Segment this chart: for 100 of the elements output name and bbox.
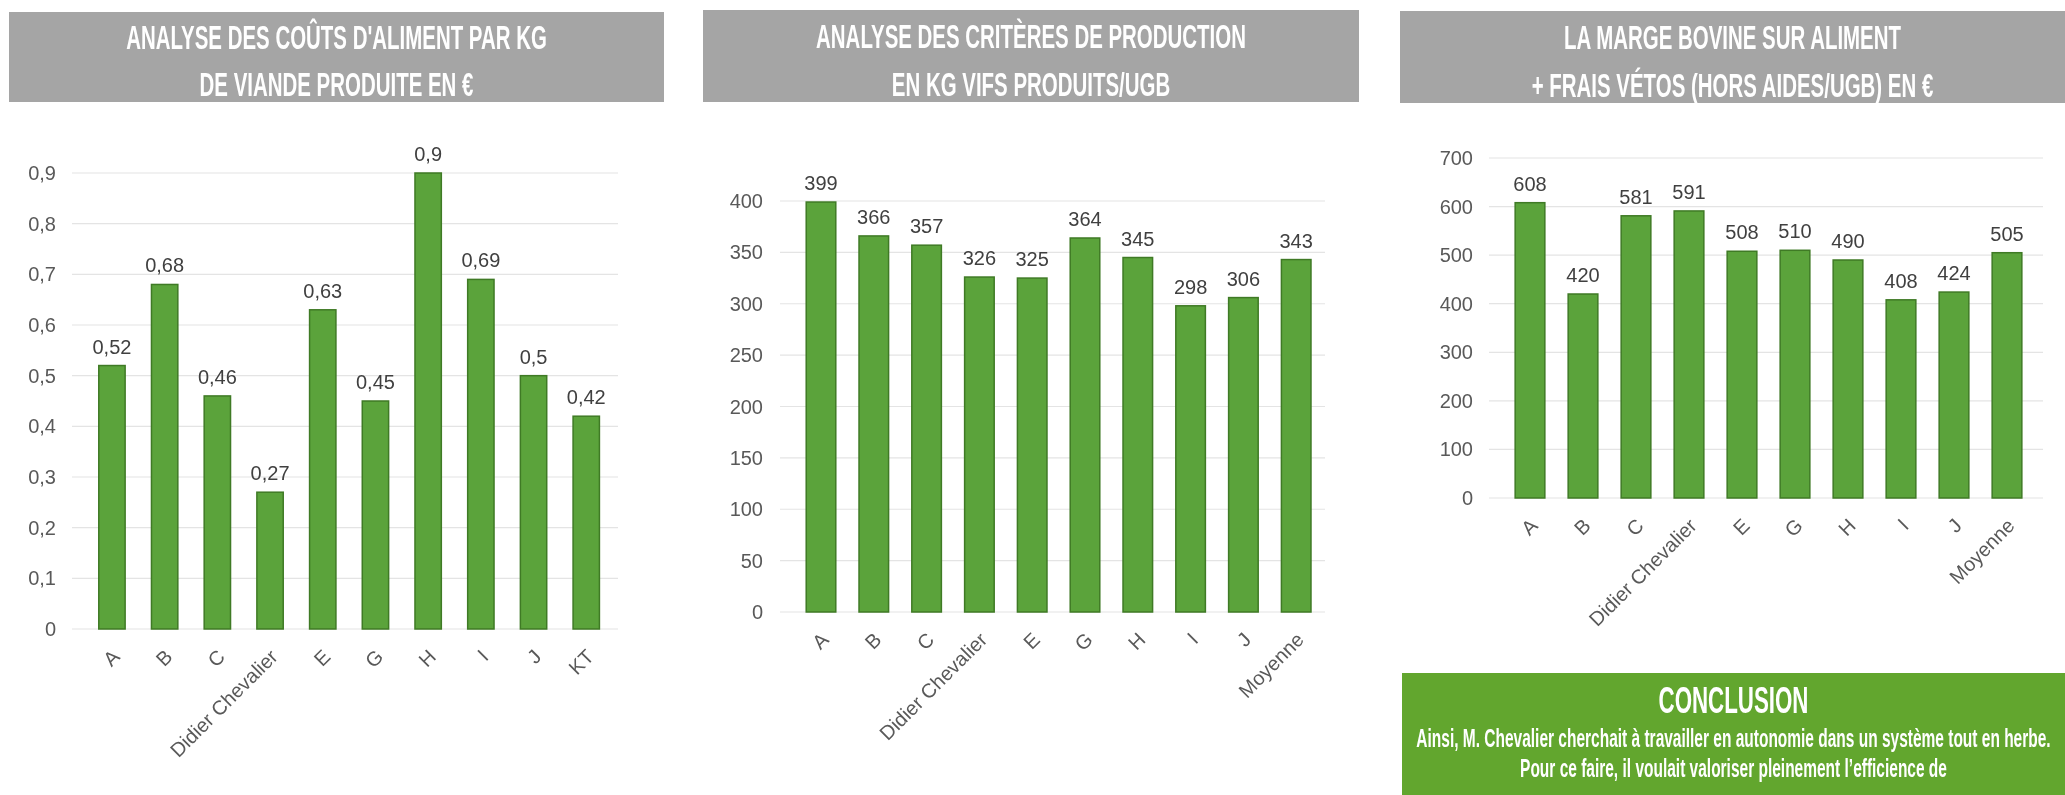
bar <box>1620 215 1652 499</box>
text: CONCLUSION <box>1658 680 1809 721</box>
bar <box>1991 251 2023 499</box>
x-tick-label: KT <box>564 645 599 679</box>
y-tick-label: 200 <box>1439 389 1473 412</box>
x-tick-label: H <box>414 645 440 671</box>
x-tick-label: G <box>1780 514 1807 541</box>
y-tick-label: 500 <box>1439 244 1473 267</box>
x-tick-label: H <box>1123 628 1150 654</box>
data-label: 408 <box>1884 269 1918 292</box>
chart-title: LA MARGE BOVINE SUR ALIMENT + FRAIS VÉTOS (HORS AIDES/UGB) EN € <box>1531 18 1934 104</box>
bar <box>1227 296 1259 613</box>
y-tick-label: 0,4 <box>28 415 56 438</box>
data-label: 326 <box>962 247 997 270</box>
y-tick-label: 0 <box>751 601 763 623</box>
data-label: 325 <box>1015 248 1049 271</box>
data-label: 490 <box>1831 230 1865 252</box>
x-tick-label: A <box>98 644 125 671</box>
x-tick-label: A <box>1516 513 1543 540</box>
bar <box>1175 305 1207 613</box>
x-tick-label: B <box>1569 514 1595 540</box>
x-tick-label: E <box>309 645 335 671</box>
bar <box>414 172 443 630</box>
x-tick-label: H <box>1834 514 1860 540</box>
bar <box>572 415 601 630</box>
y-tick-label: 250 <box>729 344 763 367</box>
y-tick-label: 300 <box>1439 341 1473 364</box>
data-label: 510 <box>1778 220 1812 243</box>
y-tick-label: 0,6 <box>28 314 56 336</box>
data-label: 0,9 <box>414 143 443 165</box>
y-tick-label: 0,7 <box>28 263 56 286</box>
bar <box>963 276 995 613</box>
bar <box>519 374 548 630</box>
data-label: 608 <box>1513 172 1547 195</box>
bar <box>1016 277 1048 613</box>
data-label: 420 <box>1566 264 1600 286</box>
bar <box>1832 259 1864 499</box>
y-tick-label: 0,1 <box>28 567 56 590</box>
data-label: 0,27 <box>250 462 290 485</box>
data-label: 581 <box>1619 185 1653 208</box>
bar <box>361 400 390 630</box>
chart-title: ANALYSE DES COÛTS D'ALIMENT PAR KG DE VIANDE PRODUITE EN € <box>126 18 547 103</box>
x-tick-label: I <box>473 645 493 665</box>
y-tick-label: 600 <box>1439 195 1473 218</box>
y-tick-label: 300 <box>729 292 763 315</box>
data-label: 424 <box>1937 262 1971 285</box>
bar <box>1514 201 1546 499</box>
data-label: 0,69 <box>461 249 501 272</box>
bar <box>1280 258 1312 613</box>
y-tick-label: 200 <box>729 395 763 418</box>
y-tick-label: 100 <box>729 498 763 521</box>
y-tick-label: 0,9 <box>28 162 56 184</box>
data-label: 0,45 <box>355 371 395 393</box>
data-label: 0,5 <box>519 345 548 368</box>
y-tick-label: 150 <box>729 446 763 469</box>
x-tick-label: I <box>1893 514 1913 534</box>
y-tick-label: 50 <box>740 549 763 572</box>
y-tick-label: 0,2 <box>28 516 56 539</box>
bar <box>1779 249 1811 499</box>
bar <box>1567 293 1599 499</box>
data-label: 508 <box>1725 221 1759 244</box>
bar <box>256 491 284 630</box>
bar <box>1726 250 1758 499</box>
x-tick-label: G <box>360 645 388 672</box>
data-label: 0,68 <box>145 254 185 277</box>
bar <box>858 235 890 613</box>
bar <box>1069 237 1101 613</box>
bar <box>1122 256 1154 613</box>
bar <box>1673 210 1705 499</box>
data-label: 0,42 <box>566 386 606 409</box>
y-tick-label: 0,3 <box>28 466 56 488</box>
data-label: 0,46 <box>197 365 237 388</box>
y-tick-label: 400 <box>1439 292 1473 315</box>
x-tick-label: I <box>1182 628 1203 648</box>
x-tick-label: E <box>1728 514 1754 540</box>
bar <box>98 364 126 630</box>
bar <box>911 244 943 613</box>
y-tick-label: 0 <box>1461 487 1473 509</box>
data-label: 357 <box>909 215 944 238</box>
data-label: 298 <box>1173 275 1208 298</box>
x-tick-label: E <box>1018 628 1044 654</box>
data-label: 591 <box>1672 180 1706 203</box>
y-tick-label: 100 <box>1439 438 1473 461</box>
x-tick-label: B <box>860 628 886 654</box>
y-tick-label: 700 <box>1439 147 1473 169</box>
bar <box>1885 299 1917 499</box>
data-label: 505 <box>1990 222 2024 245</box>
bar <box>308 309 337 630</box>
data-label: 343 <box>1279 229 1313 252</box>
bar <box>1938 291 1970 499</box>
data-label: 0,52 <box>92 335 132 358</box>
data-label: 306 <box>1226 267 1261 290</box>
y-tick-label: 0,8 <box>28 212 56 235</box>
bar <box>150 283 179 630</box>
chart-title: ANALYSE DES CRITÈRES DE PRODUCTION EN KG VIFS PRODUITS/UGB <box>816 17 1246 103</box>
data-label: 399 <box>804 172 838 195</box>
y-tick-label: 400 <box>729 190 763 212</box>
y-tick-label: 0 <box>44 618 56 640</box>
x-tick-label: G <box>1070 628 1097 655</box>
y-tick-label: 350 <box>729 241 763 264</box>
